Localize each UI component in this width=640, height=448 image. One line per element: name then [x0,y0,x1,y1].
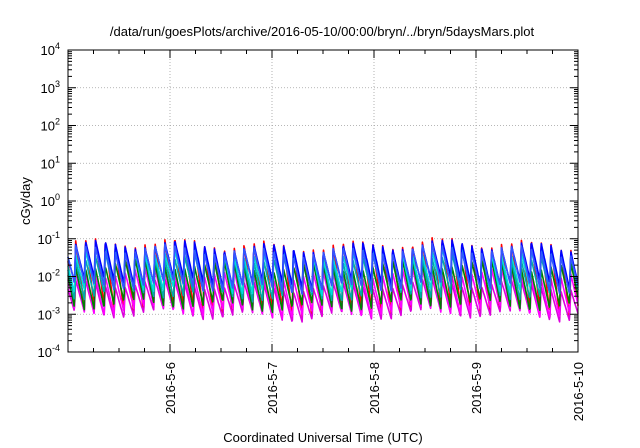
y-tick-label: 100 [41,192,60,209]
y-tick-label: 10-1 [38,230,60,247]
x-tick-label: 2016-5-7 [265,362,280,414]
x-tick-label: 2016-5-9 [469,362,484,414]
y-tick-label: 102 [41,117,60,134]
y-tick-label: 10-4 [38,343,60,360]
y-tick-label: 104 [41,41,60,58]
x-tick-label: 2016-5-8 [367,362,382,414]
y-axis: 10-4 10-3 10-2 10-1 100 101 102 103 104 [38,41,578,360]
x-tick-label: 2016-5-10 [571,362,586,421]
x-axis-label: Coordinated Universal Time (UTC) [223,430,422,445]
chart-title: /data/run/goesPlots/archive/2016-05-10/0… [110,24,535,39]
series-line [67,242,579,295]
y-tick-label: 10-2 [38,268,60,285]
y-tick-label: 103 [41,79,60,96]
series-layer [67,237,579,323]
y-tick-label: 10-3 [38,305,60,322]
x-tick-label: 2016-5-6 [163,362,178,414]
x-axis: 2016-5-6 2016-5-7 2016-5-8 2016-5-9 2016-5-1… [93,50,586,421]
y-tick-label: 101 [41,154,60,171]
y-axis-label: cGy/day [18,177,33,225]
